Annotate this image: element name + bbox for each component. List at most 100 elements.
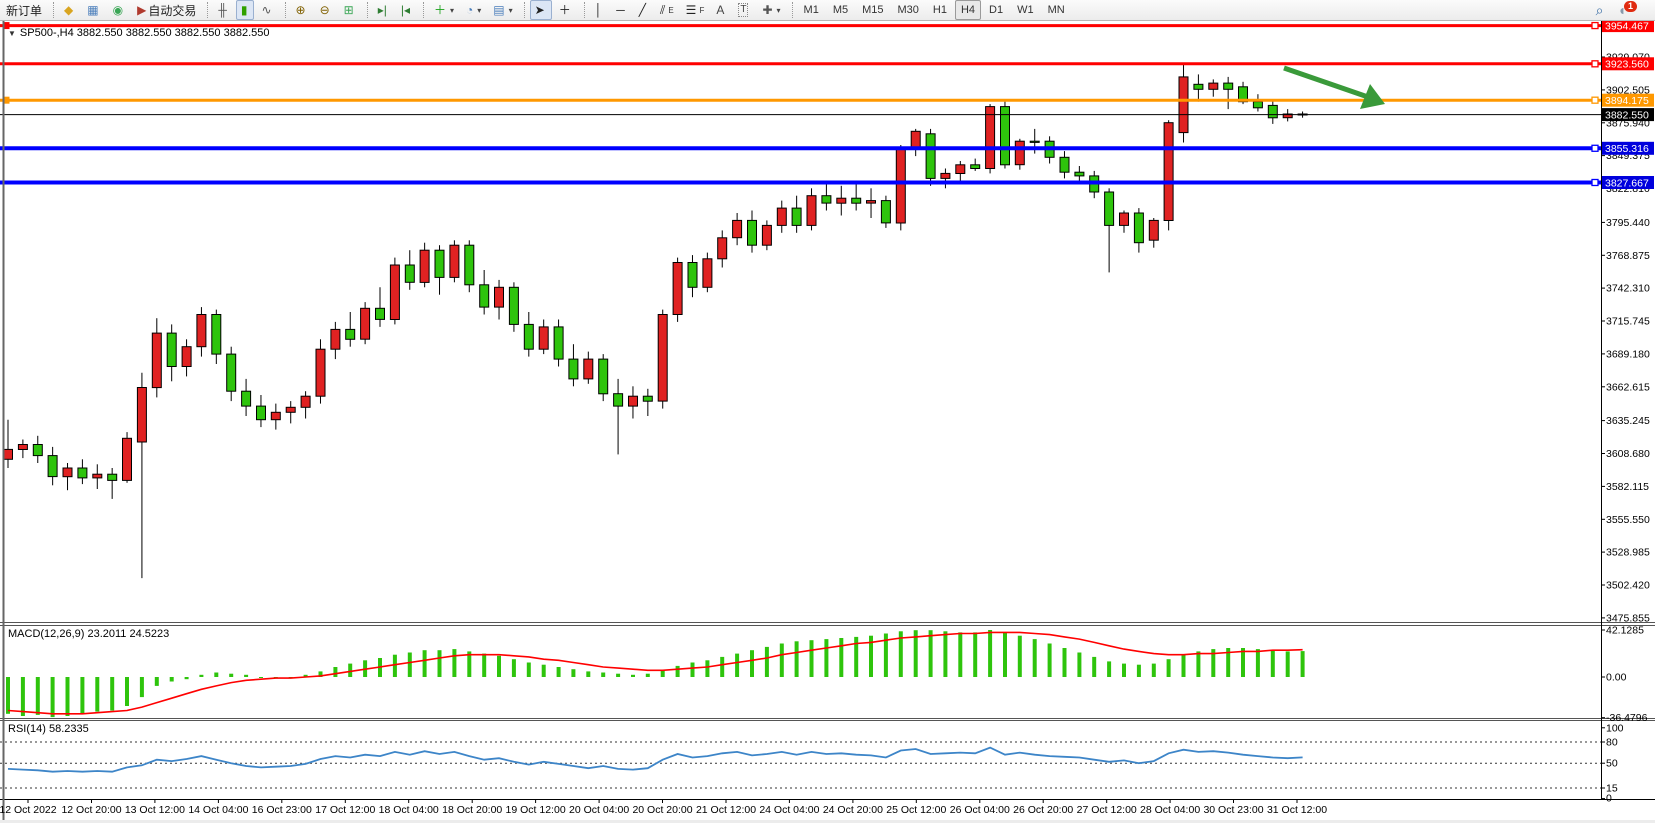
time-axis[interactable]: 12 Oct 2022 12 Oct 20:00 13 Oct 12:00 14 Oc… (0, 799, 1327, 816)
macd-histogram-bar (303, 674, 308, 677)
timeframe-mn[interactable]: MN (1042, 0, 1071, 20)
support-line-2[interactable] (0, 178, 1601, 187)
resistance-line-1[interactable] (0, 21, 1601, 30)
icon-sub-letter: F (699, 5, 705, 15)
timeframe-m5[interactable]: M5 (827, 0, 854, 20)
chevron-down-icon[interactable]: ▾ (508, 5, 513, 15)
macd-tick-label: 42.1285 (1606, 625, 1644, 637)
chart-bars-icon[interactable]: ╫ (213, 0, 234, 20)
toolbar-right-group: ⌕ ◖ 1 (1590, 0, 1655, 20)
candle-body (300, 395, 311, 408)
candle-body (851, 197, 862, 204)
chevron-down-icon[interactable]: ▾ (477, 5, 482, 15)
navigator-icon[interactable]: ◉ (108, 0, 130, 20)
symbol-dropdown-icon[interactable]: ▼ (8, 29, 16, 38)
trend-arrow-annotation[interactable] (1283, 65, 1385, 109)
macd-histogram-bar (1122, 663, 1126, 677)
fibonacci-icon[interactable]: ☰ F (681, 0, 710, 20)
candle-body (642, 395, 653, 402)
rsi-axis[interactable]: 100 80 50 150 (1601, 722, 1624, 805)
chart-shift-icon[interactable]: |◂ (396, 0, 417, 20)
candle-body (717, 237, 728, 260)
market-watch-icon[interactable]: ▦ (82, 0, 105, 20)
channel-icon[interactable]: ⫽ E (655, 0, 679, 20)
macd-histogram-bar (1285, 651, 1290, 677)
price-tick-label: 3475.855 (1606, 612, 1650, 624)
macd-histogram-bar (720, 656, 725, 677)
horizontal-line-icon: ─ (616, 3, 625, 17)
line-handle[interactable] (1591, 178, 1599, 187)
rsi-tick-label: 50 (1606, 758, 1618, 770)
line-handle[interactable] (1591, 96, 1599, 104)
macd-axis[interactable]: 42.1285 0.00 -36.4796 (1601, 625, 1648, 725)
tile-windows-icon[interactable]: ⊞ (339, 0, 361, 20)
chart-candles-icon[interactable]: ▮ (235, 0, 255, 20)
resistance-line-2[interactable] (0, 60, 1601, 68)
zoom-in-icon[interactable]: ⊕ (291, 0, 313, 20)
new-order-button[interactable]: 新订单 (1, 0, 47, 20)
timeframe-w1[interactable]: W1 (1011, 0, 1040, 20)
candle-body (494, 286, 504, 308)
macd-histogram-bar (824, 639, 829, 677)
new-order-button-label: 新订单 (6, 3, 43, 18)
text-icon[interactable]: A (711, 0, 731, 20)
chevron-down-icon[interactable]: ▾ (776, 5, 781, 15)
price-badge-bg (1602, 108, 1654, 122)
macd-histogram-bar (348, 663, 353, 677)
label-icon[interactable]: T (733, 0, 755, 20)
market-watch-icon: ▦ (87, 3, 99, 17)
candle-body (181, 346, 192, 368)
auto-scroll-icon[interactable]: ▸| (373, 0, 394, 20)
macd-histogram-bar (660, 670, 665, 677)
line-handle[interactable] (1591, 21, 1599, 30)
auto-trading-button[interactable]: ▶ 自动交易 (132, 0, 201, 20)
trendline-icon[interactable]: ╱ (634, 0, 653, 20)
candle-body (866, 200, 876, 204)
price-tick-label: 3635.245 (1606, 415, 1650, 427)
macd-histogram-bar (35, 677, 40, 715)
vertical-line-icon[interactable]: │ (590, 0, 610, 20)
macd-histogram-bar (6, 677, 10, 714)
chart-background (0, 20, 1655, 823)
notifications-icon[interactable]: ◖ 1 (1613, 0, 1646, 20)
timeframe-h4[interactable]: H4 (954, 0, 982, 20)
support-line-2-badge: 3827.667 (1602, 176, 1654, 189)
timeframe-m1[interactable]: M1 (798, 0, 825, 20)
time-tick-label: 17 Oct 12:00 (315, 804, 375, 816)
templates-icon[interactable]: ▤ ▾ (488, 0, 517, 20)
line-handle[interactable] (1591, 60, 1599, 68)
support-line-1[interactable] (0, 144, 1601, 152)
arrow-shaft (1283, 65, 1369, 100)
chevron-down-icon[interactable]: ▾ (450, 5, 455, 15)
pivot-line[interactable] (0, 96, 1601, 104)
timeframe-d1[interactable]: D1 (983, 0, 1009, 20)
periods-icon[interactable]: ◔ ▾ (461, 0, 486, 20)
chart-profile-icon: ◆ (64, 3, 74, 17)
line-handle[interactable] (1591, 144, 1599, 152)
rsi-line (7, 746, 1303, 773)
macd-histogram-bar (139, 677, 144, 698)
toolbar-separator (523, 2, 525, 18)
price-tick-label: 3715.745 (1606, 316, 1650, 328)
indicators-icon[interactable]: ＋ ▾ (429, 0, 459, 20)
chart-symbol-header[interactable]: ▼ SP500-,H4 3882.550 3882.550 3882.550 38… (8, 27, 269, 39)
cursor-icon[interactable]: ➤ (529, 0, 552, 20)
arrows-icon[interactable]: ✚ ▾ (757, 0, 785, 20)
horizontal-line-icon[interactable]: ─ (611, 0, 632, 20)
zoom-out-icon[interactable]: ⊖ (315, 0, 337, 20)
timeframe-m30[interactable]: M30 (892, 0, 925, 20)
macd-histogram-bar (1166, 659, 1171, 677)
search-icon[interactable]: ⌕ (1591, 0, 1611, 20)
candle-body (761, 224, 772, 246)
timeframe-m15[interactable]: M15 (856, 0, 889, 20)
candle-body (538, 326, 549, 350)
timeframe-h1[interactable]: H1 (927, 0, 953, 20)
chart-profile-icon[interactable]: ◆ (59, 0, 80, 20)
crosshair-icon[interactable]: ＋ (554, 0, 578, 20)
macd-histogram-bar (631, 674, 635, 677)
time-tick-label: 12 Oct 20:00 (61, 804, 121, 816)
rsi-tick-label: 15 (1606, 783, 1618, 795)
chart-line-icon[interactable]: ∿ (256, 0, 278, 20)
candle-body (1163, 122, 1174, 221)
